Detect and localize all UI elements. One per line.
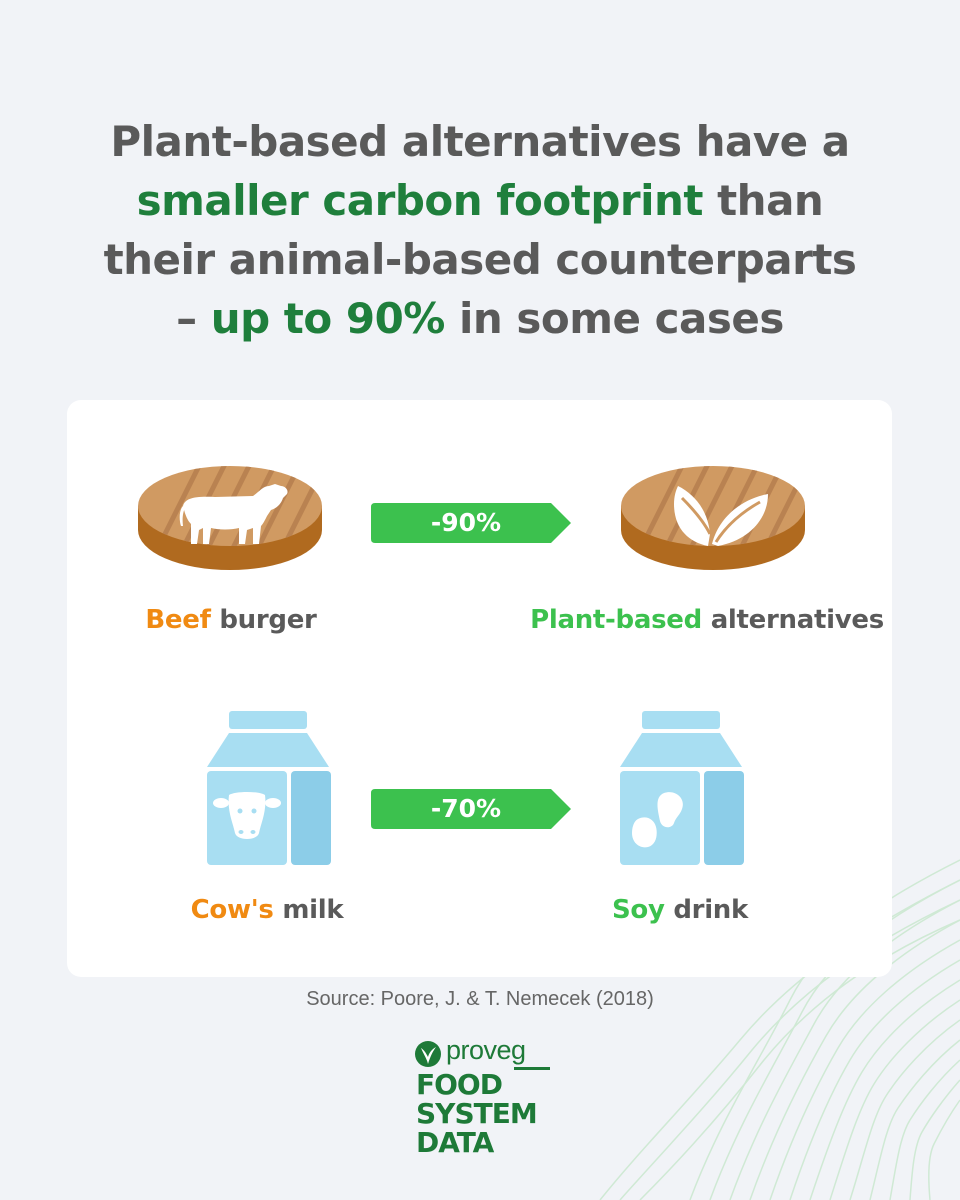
reduction-arrow-2: -70% bbox=[371, 789, 571, 829]
cows-milk-rest: milk bbox=[273, 895, 344, 925]
plant-based-label: Plant-based alternatives bbox=[507, 603, 907, 637]
beef-burger-label: Beef burger bbox=[31, 603, 431, 637]
beef-patty-cow-icon bbox=[138, 466, 322, 570]
proveg-food-system-data-logo: proveg FOOD SYSTEM DATA bbox=[414, 1035, 574, 1162]
arrow-shape bbox=[371, 503, 571, 543]
headline-highlight-carbon: smaller carbon footprint bbox=[136, 176, 704, 225]
proveg-leaf-icon bbox=[415, 1041, 441, 1067]
headline-highlight-percent: up to 90% bbox=[210, 294, 446, 343]
headline-line-4-rest: in some cases bbox=[444, 294, 784, 343]
arrow-shape bbox=[371, 789, 571, 829]
comparison-card: -90% Beef burger Plant-based alternative… bbox=[67, 400, 892, 977]
logo-line-data: DATA bbox=[416, 1126, 494, 1159]
plant-based-highlight: Plant-based bbox=[530, 605, 702, 635]
proveg-brand-row: proveg bbox=[414, 1035, 574, 1071]
source-citation: Source: Poore, J. & T. Nemecek (2018) bbox=[306, 988, 654, 1010]
beef-burger-highlight: Beef bbox=[145, 605, 211, 635]
headline-line-3: their animal-based counterparts bbox=[103, 235, 857, 284]
milk-carton-bean-icon bbox=[620, 711, 744, 865]
headline: Plant-based alternatives have a smaller … bbox=[80, 112, 880, 348]
milk-carton-cow-icon bbox=[207, 711, 331, 865]
reduction-arrow-1: -90% bbox=[371, 503, 571, 543]
plant-based-rest: alternatives bbox=[701, 605, 885, 635]
proveg-brand-name: proveg bbox=[446, 1035, 526, 1065]
logo-line-food: FOOD bbox=[416, 1068, 503, 1101]
soy-drink-rest: drink bbox=[664, 895, 749, 925]
headline-line-1: Plant-based alternatives have a bbox=[110, 117, 850, 166]
beef-burger-rest: burger bbox=[210, 605, 317, 635]
plant-patty-leaf-icon bbox=[621, 466, 805, 570]
headline-line-4-prefix: – bbox=[176, 294, 211, 343]
headline-line-2-rest: than bbox=[702, 176, 824, 225]
soy-drink-highlight: Soy bbox=[611, 895, 665, 925]
soy-drink-label: Soy drink bbox=[480, 893, 880, 927]
reduction-label-1: -90% bbox=[430, 508, 502, 537]
reduction-label-2: -70% bbox=[430, 794, 502, 823]
cows-milk-label: Cow's milk bbox=[67, 893, 467, 927]
logo-line-system: SYSTEM bbox=[416, 1097, 538, 1130]
proveg-underline bbox=[514, 1067, 550, 1070]
cows-milk-highlight: Cow's bbox=[190, 895, 274, 925]
